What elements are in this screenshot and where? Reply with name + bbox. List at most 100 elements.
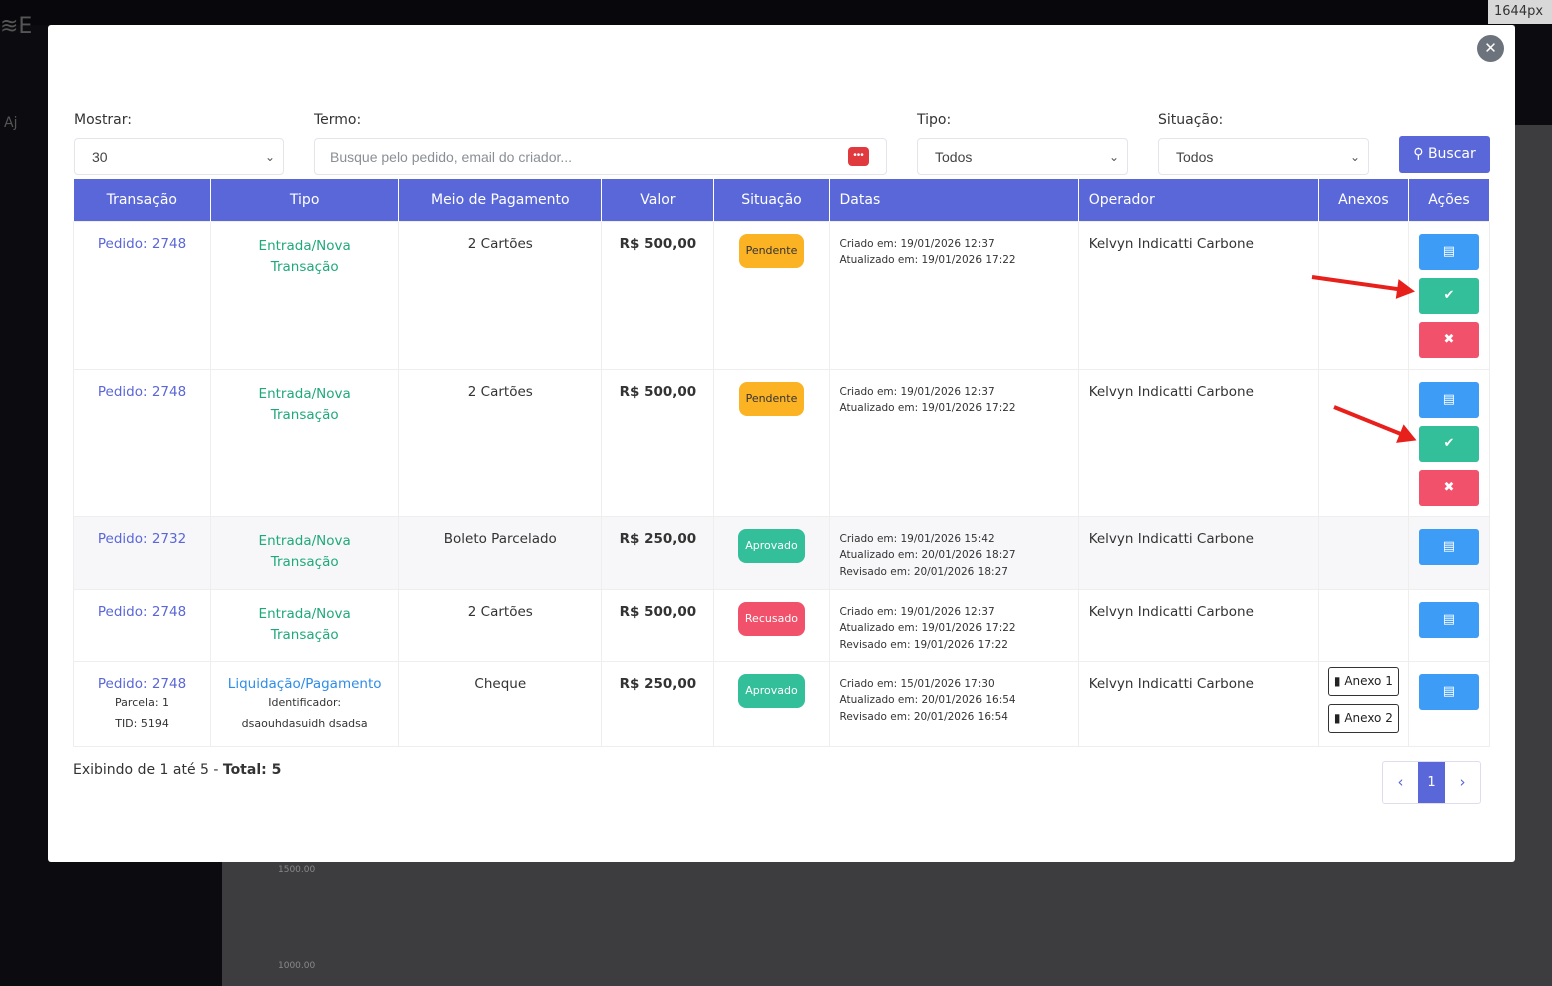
pedido-link[interactable]: Pedido: 2748 <box>97 235 187 252</box>
cell-transacao: Pedido: 2732 <box>72 515 212 590</box>
col-transacao[interactable]: Transação <box>73 179 212 221</box>
reject-button[interactable]: ✖ <box>1418 321 1479 358</box>
transactions-table: Transação Tipo Meio de Pagamento Valor S… <box>72 179 1491 747</box>
cell-operador: Kelvyn Indicatti Carbone <box>1077 588 1319 662</box>
cell-operador: Kelvyn Indicatti Carbone <box>1077 660 1319 747</box>
cell-situacao: Aprovado <box>713 660 830 747</box>
cell-valor: R$ 500,00 <box>601 588 715 662</box>
chevron-down-icon: ⌄ <box>1349 150 1360 164</box>
date-line: Revisado em: 19/01/2026 17:22 <box>839 638 1008 651</box>
status-badge: Aprovado <box>738 673 805 708</box>
pedido-link[interactable]: Pedido: 2748 <box>97 383 187 400</box>
close-button[interactable]: ✕ <box>1477 35 1504 62</box>
cell-situacao: Aprovado <box>713 515 830 590</box>
pedido-link[interactable]: Pedido: 2732 <box>97 530 187 547</box>
footer-total: Total: 5 <box>222 762 282 778</box>
cell-datas: Criado em: 15/01/2026 17:30 Atualizado em… <box>828 660 1079 747</box>
document-icon: ▤ <box>1442 683 1456 699</box>
cell-situacao: Recusado <box>713 588 830 662</box>
view-details-button[interactable]: ▤ <box>1418 381 1479 418</box>
termo-input[interactable]: Busque pelo pedido, email do criador... •… <box>314 138 887 175</box>
table-row: Pedido: 2748 Entrada/Nova Transação 2 Ca… <box>72 368 1491 517</box>
prev-page-button[interactable]: ‹ <box>1397 773 1404 791</box>
view-details-button[interactable]: ▤ <box>1418 528 1479 565</box>
document-icon: ▤ <box>1442 391 1456 407</box>
situacao-select[interactable]: Todos ⌄ <box>1158 138 1369 175</box>
cell-acoes: ▤ <box>1407 515 1491 590</box>
cell-valor: R$ 500,00 <box>601 220 715 370</box>
page-button-current[interactable]: 1 <box>1418 762 1445 803</box>
cell-tipo: Entrada/Nova Transação <box>210 220 400 370</box>
app-logo: ≋E <box>0 14 33 39</box>
mostrar-select[interactable]: 30 ⌄ <box>74 138 284 175</box>
pedido-link[interactable]: Pedido: 2748 <box>97 675 187 692</box>
mostrar-value: 30 <box>92 149 108 165</box>
approve-button[interactable]: ✔ <box>1418 277 1479 314</box>
ruler-overlay: 1644px × <box>1488 0 1552 43</box>
cell-operador: Kelvyn Indicatti Carbone <box>1077 220 1319 370</box>
chart-tick: 1500.00 <box>278 865 316 875</box>
date-line: Atualizado em: 20/01/2026 16:54 <box>839 694 1016 706</box>
table-row: Pedido: 2748 Entrada/Nova Transação 2 Ca… <box>72 588 1491 662</box>
tipo-link[interactable]: Liquidação/Pagamento <box>227 675 382 692</box>
col-acoes: Ações <box>1408 179 1491 221</box>
cell-valor: R$ 250,00 <box>601 660 715 747</box>
tipo-select[interactable]: Todos ⌄ <box>917 138 1128 175</box>
view-details-button[interactable]: ▤ <box>1418 673 1479 710</box>
document-icon: ▤ <box>1442 243 1456 259</box>
date-line: Criado em: 19/01/2026 12:37 <box>839 237 995 250</box>
date-line: Revisado em: 20/01/2026 16:54 <box>839 710 1008 723</box>
col-datas[interactable]: Datas <box>829 179 1079 221</box>
cell-transacao: Pedido: 2748 <box>72 588 212 662</box>
cell-anexos: ▮ Anexo 1 ▮ Anexo 2 <box>1317 660 1409 747</box>
next-page-button[interactable]: › <box>1459 773 1466 791</box>
buscar-button[interactable]: ⚲ Buscar <box>1399 136 1490 173</box>
status-badge: Recusado <box>737 601 806 636</box>
cell-datas: Criado em: 19/01/2026 12:37 Atualizado em… <box>828 220 1079 370</box>
table-row: Pedido: 2748 Entrada/Nova Transação 2 Ca… <box>72 220 1491 370</box>
close-icon: ✕ <box>1484 39 1497 57</box>
x-circle-icon: ✖ <box>1443 479 1455 495</box>
col-operador[interactable]: Operador <box>1078 179 1319 221</box>
col-situacao[interactable]: Situação <box>713 179 830 221</box>
table-row: Pedido: 2748 Parcela: 1 TID: 5194 Liquidaç… <box>72 660 1491 747</box>
date-line: Atualizado em: 19/01/2026 17:22 <box>839 254 1016 266</box>
tipo-link[interactable]: Entrada/Nova Transação <box>258 385 351 423</box>
anexo-button[interactable]: ▮ Anexo 1 <box>1327 666 1399 696</box>
app-topbar <box>0 0 1552 25</box>
tipo-link[interactable]: Entrada/Nova Transação <box>258 237 351 275</box>
pagination: ‹ 1 › <box>1382 761 1481 804</box>
cell-anexos <box>1317 368 1409 517</box>
cell-tipo: Liquidação/Pagamento Identificador: dsaouh… <box>210 660 400 747</box>
tipo-link[interactable]: Entrada/Nova Transação <box>258 532 351 570</box>
cell-acoes: ▤ <box>1407 660 1491 747</box>
transactions-modal: ✕ Mostrar: 30 ⌄ Termo: Busque pelo pedido… <box>48 25 1515 862</box>
situacao-value: Todos <box>1176 149 1214 165</box>
col-meio[interactable]: Meio de Pagamento <box>398 179 603 221</box>
pagination-info: Exibindo de 1 até 5 - Total: 5 <box>73 762 281 778</box>
password-manager-icon[interactable]: ••• <box>848 147 869 166</box>
cell-tipo: Entrada/Nova Transação <box>210 588 400 662</box>
buscar-label: Buscar <box>1427 146 1476 162</box>
reject-button[interactable]: ✖ <box>1418 469 1479 506</box>
situacao-label: Situação: <box>1158 112 1224 128</box>
cell-situacao: Pendente <box>713 220 830 370</box>
approve-button[interactable]: ✔ <box>1418 425 1479 462</box>
tipo-link[interactable]: Entrada/Nova Transação <box>258 605 351 643</box>
cell-anexos <box>1317 588 1409 662</box>
view-details-button[interactable]: ▤ <box>1418 601 1479 638</box>
cell-datas: Criado em: 19/01/2026 12:37 Atualizado em… <box>828 368 1079 517</box>
file-icon: ▮ <box>1333 710 1341 725</box>
anexo-button[interactable]: ▮ Anexo 2 <box>1327 703 1399 733</box>
cell-transacao: Pedido: 2748 <box>72 368 212 517</box>
termo-placeholder: Busque pelo pedido, email do criador... <box>330 149 573 165</box>
cell-operador: Kelvyn Indicatti Carbone <box>1077 515 1319 590</box>
col-anexos[interactable]: Anexos <box>1318 179 1409 221</box>
col-valor[interactable]: Valor <box>601 179 715 221</box>
cell-tipo: Entrada/Nova Transação <box>210 515 400 590</box>
col-tipo[interactable]: Tipo <box>210 179 400 221</box>
cell-valor: R$ 250,00 <box>601 515 715 590</box>
pedido-link[interactable]: Pedido: 2748 <box>97 603 187 620</box>
cell-transacao: Pedido: 2748 <box>72 220 212 370</box>
view-details-button[interactable]: ▤ <box>1418 233 1479 270</box>
